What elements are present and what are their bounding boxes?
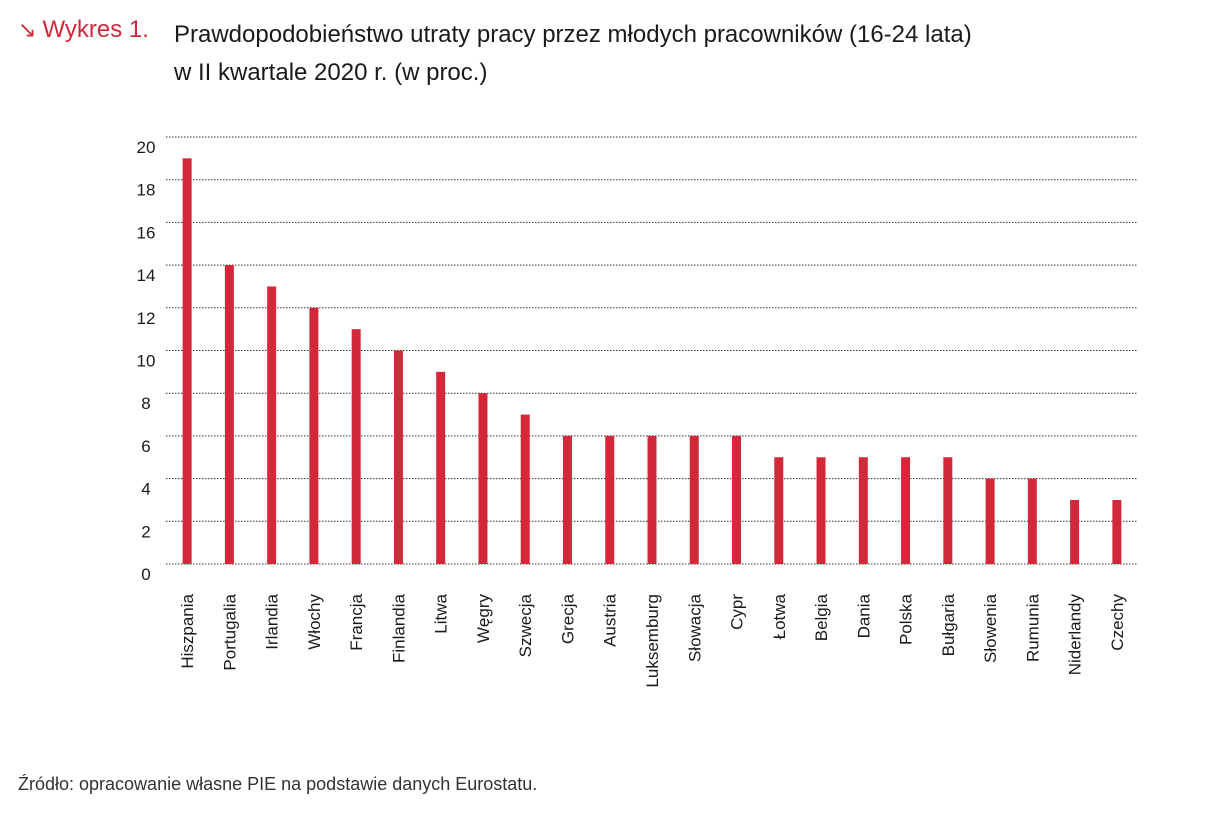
y-tick-label: 18 [137, 181, 156, 200]
x-tick-label: Czechy [1108, 594, 1127, 651]
x-tick-label: Hiszpania [178, 593, 197, 668]
bar [182, 158, 192, 564]
source-note: Źródło: opracowanie własne PIE na podsta… [18, 774, 538, 794]
x-tick-label: Szwecja [516, 593, 535, 657]
x-tick-label: Litwa [432, 593, 451, 633]
x-tick-label: Austria [601, 593, 620, 646]
bar [689, 435, 699, 564]
x-tick-label: Finlandia [389, 593, 408, 663]
bar [309, 307, 319, 564]
x-tick-label: Cypr [728, 594, 747, 630]
bar [774, 457, 784, 564]
x-tick-label: Słowenia [981, 593, 1000, 663]
bar [1070, 499, 1080, 564]
bar [858, 457, 868, 564]
bar [1112, 499, 1122, 564]
x-tick-label: Łotwa [770, 593, 789, 639]
chart-label: ↘ Wykres 1. [18, 16, 149, 44]
y-tick-label: 2 [141, 522, 150, 541]
x-tick-label: Słowacja [685, 593, 704, 662]
x-tick-label: Belgia [812, 593, 831, 641]
x-tick-label: Luksemburg [643, 594, 662, 688]
x-tick-label: Polska [897, 593, 916, 645]
x-tick-label: Francja [347, 593, 366, 650]
bar [393, 350, 403, 564]
bar [985, 478, 995, 564]
bar [436, 371, 446, 564]
x-tick-label: Niderlandy [1066, 594, 1085, 676]
y-tick-label: 6 [141, 437, 150, 456]
y-tick-label: 0 [141, 565, 150, 584]
bar [478, 393, 488, 564]
bar [605, 435, 615, 564]
bar [224, 265, 234, 564]
bar [562, 435, 572, 564]
chart-title-line-1: Prawdopodobieństwo utraty pracy przez mł… [174, 21, 972, 48]
x-tick-label: Dania [854, 593, 873, 638]
x-tick-label: Włochy [305, 594, 324, 650]
x-tick-label: Portugalia [220, 593, 239, 670]
bar [1027, 478, 1037, 564]
y-tick-label: 20 [137, 138, 156, 157]
chart-number: Wykres 1. [42, 16, 149, 43]
y-tick-label: 14 [137, 266, 156, 285]
bar [520, 414, 530, 564]
x-tick-label: Grecja [558, 593, 577, 644]
y-tick-label: 16 [137, 223, 156, 242]
y-tick-label: 10 [137, 352, 156, 371]
x-tick-label: Rumunia [1023, 593, 1042, 662]
bar [901, 457, 911, 564]
bar [647, 435, 657, 564]
chart-title: Prawdopodobieństwo utraty pracy przez mł… [174, 16, 1204, 92]
x-tick-label: Węgry [474, 594, 493, 644]
bar [943, 457, 953, 564]
x-tick-label: Bułgaria [939, 593, 958, 656]
bar [351, 329, 361, 564]
arrow-down-right-icon: ↘ [18, 17, 37, 42]
chart-title-line-2: w II kwartale 2020 r. (w proc.) [174, 59, 488, 86]
x-tick-label: Irlandia [263, 593, 282, 649]
bar [267, 286, 277, 564]
y-tick-label: 8 [141, 394, 150, 413]
bar [816, 457, 826, 564]
bar [732, 435, 742, 564]
y-tick-label: 4 [141, 480, 150, 499]
y-tick-label: 12 [137, 309, 156, 328]
bar-chart: 0 2 4 6 8 10 12 14 16 18 20 Hiszpania Portugalia Irla… [137, 136, 1138, 688]
